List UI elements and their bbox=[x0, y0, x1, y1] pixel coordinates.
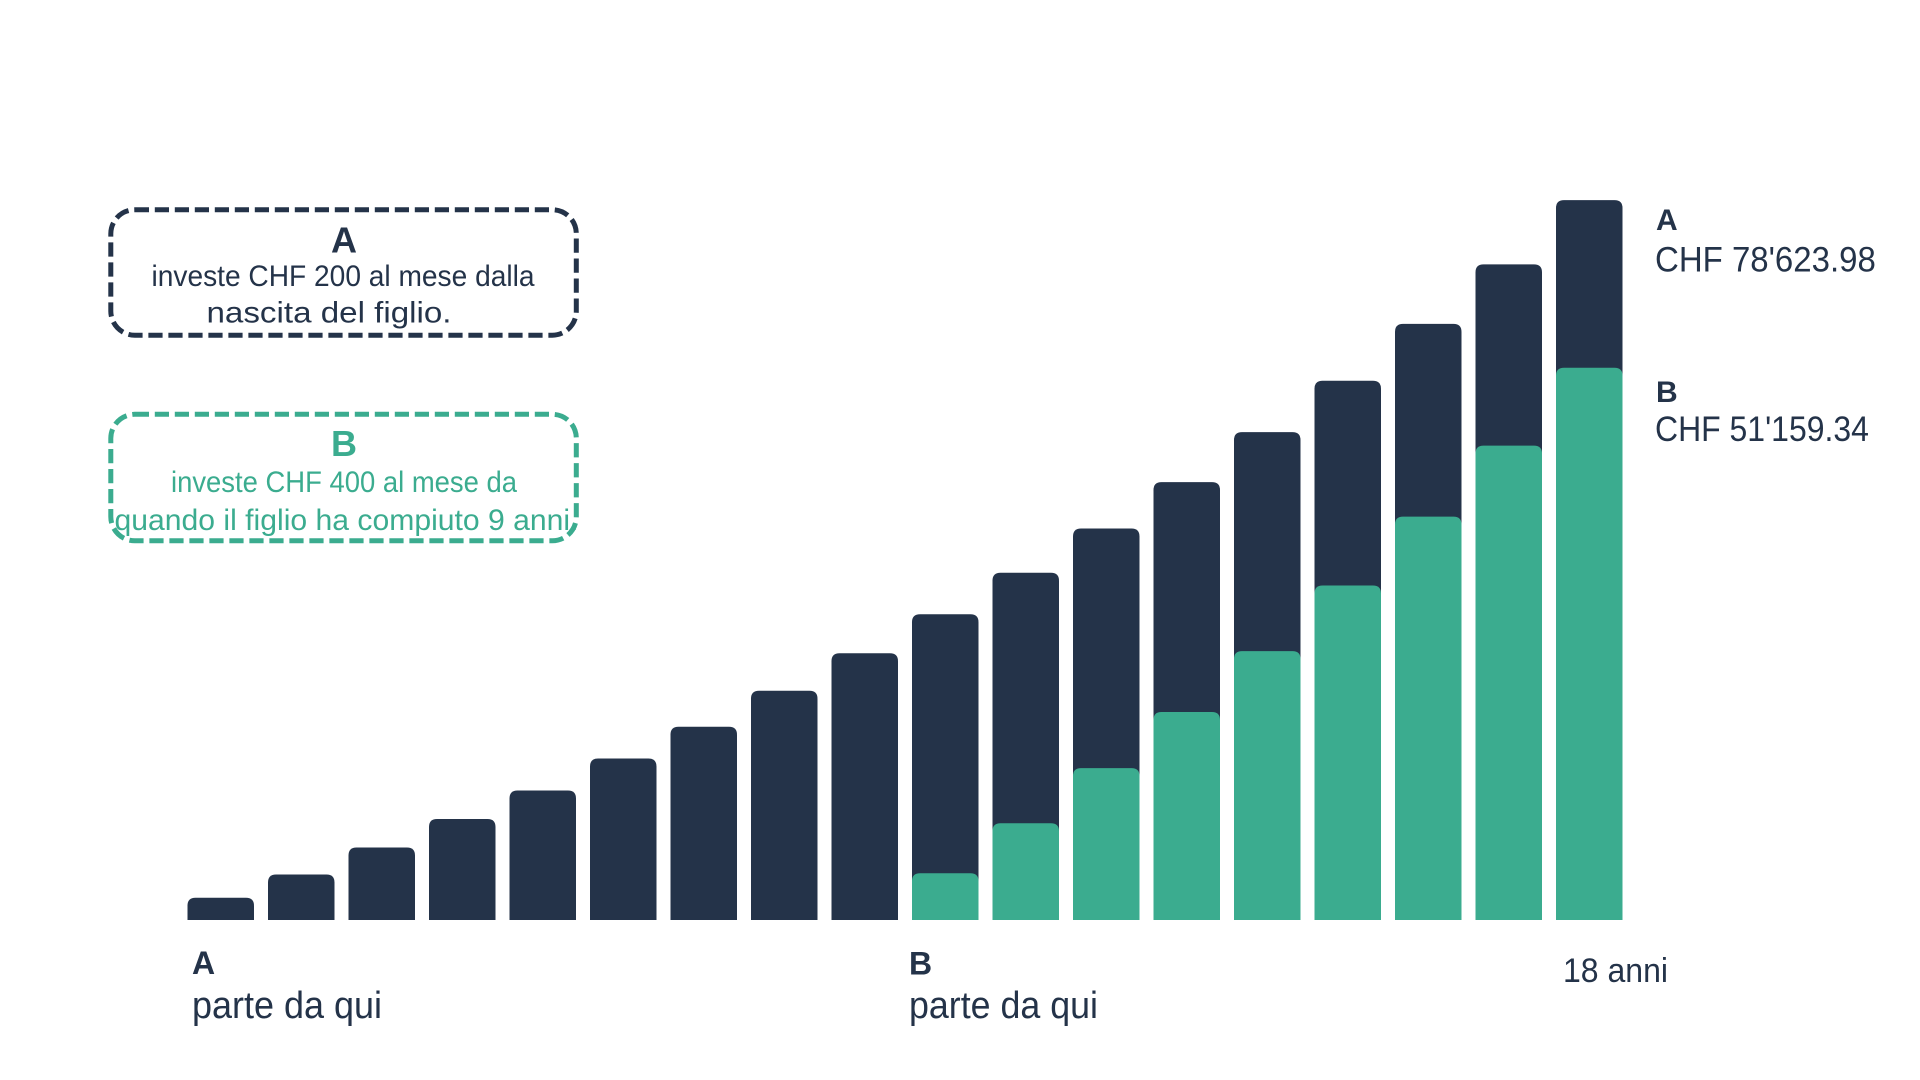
svg-text:nascita del figlio.: nascita del figlio. bbox=[207, 297, 452, 330]
svg-text:parte da qui: parte da qui bbox=[192, 985, 382, 1027]
svg-text:18 anni: 18 anni bbox=[1563, 952, 1668, 990]
svg-text:CHF 78'623.98: CHF 78'623.98 bbox=[1655, 241, 1876, 280]
svg-text:quando il figlio ha compiuto 9: quando il figlio ha compiuto 9 anni. bbox=[115, 504, 579, 537]
svg-text:investe CHF 200 al mese dalla: investe CHF 200 al mese dalla bbox=[152, 260, 535, 293]
svg-text:B: B bbox=[909, 945, 932, 981]
svg-text:A: A bbox=[192, 945, 215, 981]
svg-text:B: B bbox=[1656, 376, 1678, 409]
svg-text:CHF 51'159.34: CHF 51'159.34 bbox=[1655, 410, 1869, 449]
svg-text:A: A bbox=[331, 219, 357, 260]
svg-text:B: B bbox=[331, 423, 357, 464]
svg-text:investe CHF 400 al mese da: investe CHF 400 al mese da bbox=[171, 466, 517, 499]
svg-text:parte da qui: parte da qui bbox=[909, 985, 1098, 1027]
svg-text:A: A bbox=[1656, 204, 1678, 237]
